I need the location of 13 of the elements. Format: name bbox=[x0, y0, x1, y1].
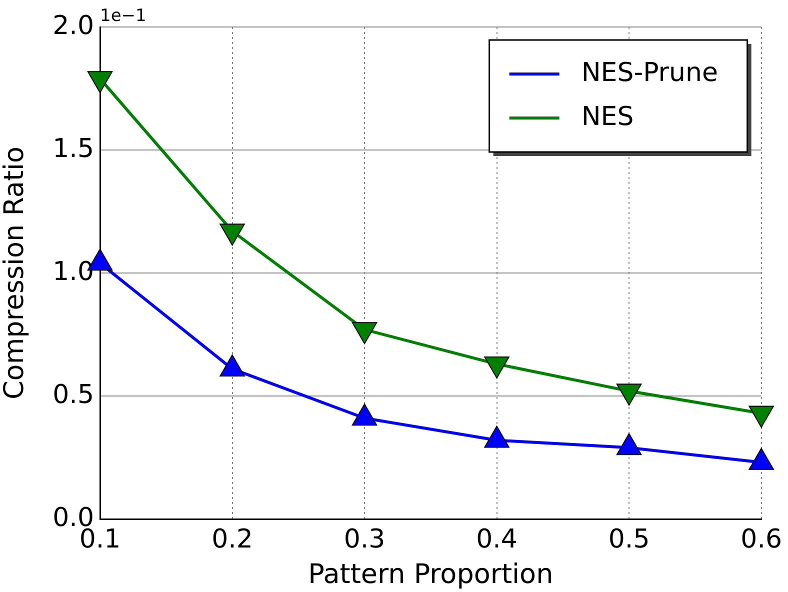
x-tick-label: 0.6 bbox=[740, 524, 782, 554]
x-axis-title: Pattern Proportion bbox=[308, 558, 554, 590]
y-tick-label: 2.0 bbox=[52, 10, 94, 41]
y-axis-title: Compression Ratio bbox=[0, 146, 30, 400]
legend-label: NES bbox=[581, 102, 634, 132]
x-tick-label: 0.4 bbox=[476, 524, 518, 554]
text: 1e−1 bbox=[100, 6, 146, 26]
y-tick-label: 1.5 bbox=[52, 134, 94, 164]
legend-label: NES-Prune bbox=[581, 58, 718, 88]
y-tick-label: 0.5 bbox=[52, 380, 94, 410]
x-tick-label: 0.5 bbox=[608, 524, 650, 554]
x-tick-label: 0.3 bbox=[344, 524, 386, 554]
x-tick-label: 0.2 bbox=[212, 524, 253, 554]
